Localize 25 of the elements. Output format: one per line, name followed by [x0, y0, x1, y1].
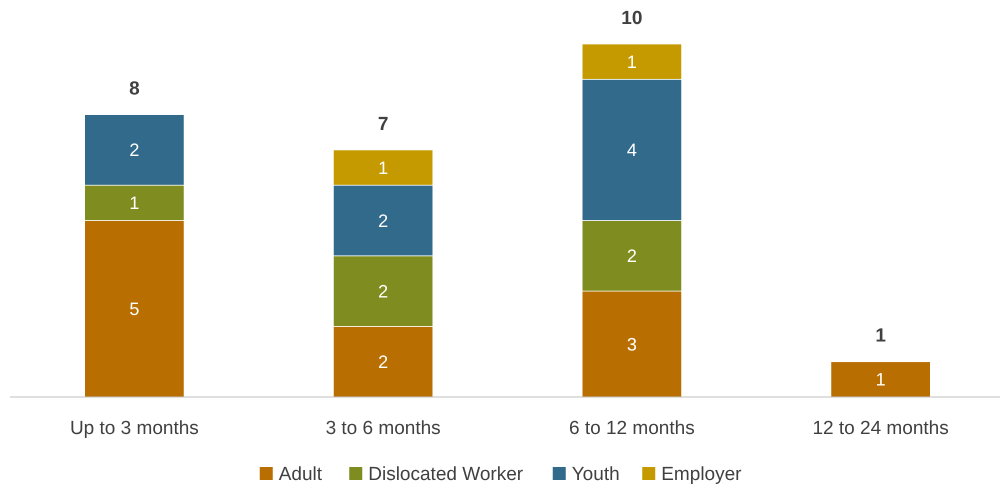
x-tick-label: 3 to 6 months	[326, 418, 441, 439]
legend-label: Adult	[278, 464, 323, 485]
data-label: 1	[378, 158, 388, 178]
legend-label: Dislocated Worker	[368, 464, 524, 485]
x-tick-label: 12 to 24 months	[812, 418, 949, 439]
data-label: 1	[626, 52, 637, 72]
data-label: 2	[626, 246, 637, 266]
total-label: 1	[875, 326, 886, 347]
data-label: 3	[626, 334, 637, 354]
legend-label: Youth	[572, 464, 620, 485]
data-label: 4	[626, 140, 637, 160]
data-label: 5	[129, 299, 140, 320]
bar	[830, 361, 931, 398]
total-label: 10	[621, 8, 642, 29]
data-label: 2	[378, 352, 388, 372]
x-tick-label: Up to 3 months	[70, 418, 199, 439]
data-label: 2	[378, 210, 388, 231]
data-label: 1	[129, 193, 140, 214]
total-label: 8	[129, 78, 140, 100]
legend-label: Employer	[661, 464, 742, 485]
x-tick-label: 6 to 12 months	[569, 418, 695, 439]
data-label: 2	[378, 281, 388, 302]
data-label: 2	[129, 140, 140, 160]
total-label: 7	[378, 114, 388, 135]
data-label: 1	[876, 370, 886, 390]
